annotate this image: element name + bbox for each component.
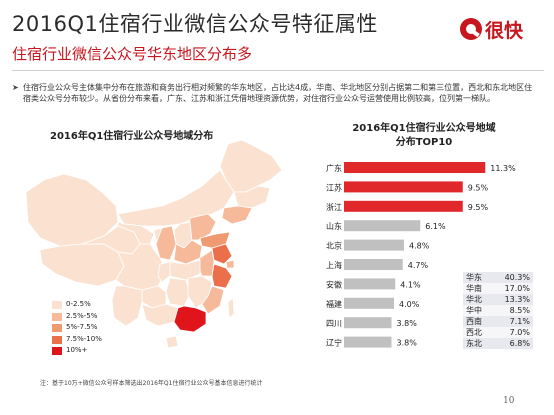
legend-swatch bbox=[52, 347, 62, 355]
page-title: 2016Q1住宿行业微信公众号特征属性 bbox=[12, 12, 378, 36]
top10-bar-chart: 广东 11.3% 江苏 9.5% 浙江 9.5% 山东 6.1% 北京 4.8% 上海 4.7% 安徽 4… bbox=[326, 162, 516, 348]
map-region-shanghai bbox=[225, 259, 235, 269]
bar-value-label: 4.7% bbox=[408, 261, 429, 270]
map-region-yunnan bbox=[111, 285, 143, 327]
region-cell: 华东 bbox=[463, 272, 492, 283]
map-region-neimenggu bbox=[117, 169, 235, 227]
value-cell: 7.1% bbox=[491, 316, 533, 327]
table-row: 东北 6.8% bbox=[463, 338, 533, 349]
region-cell: 西南 bbox=[463, 316, 492, 327]
bar bbox=[344, 317, 392, 329]
map-region-liaoning bbox=[221, 205, 253, 225]
page-subtitle: 住宿行业微信公众号华东地区分布多 bbox=[12, 45, 253, 63]
map-region-fujian bbox=[201, 285, 225, 315]
value-cell: 6.8% bbox=[491, 338, 533, 349]
table-row: 华中 8.5% bbox=[463, 305, 533, 316]
bar-value-label: 4.8% bbox=[409, 242, 430, 251]
legend-swatch bbox=[52, 312, 62, 321]
bar-category-label: 广东 bbox=[326, 163, 342, 173]
map-region-hainan bbox=[165, 335, 179, 349]
map-region-zhejiang bbox=[211, 263, 233, 289]
table-row: 华东 40.3% bbox=[463, 272, 533, 283]
map-region-xizang bbox=[39, 243, 125, 287]
value-cell: 40.3% bbox=[491, 272, 533, 283]
page-number: 10 bbox=[503, 396, 515, 406]
map-title: 2016年Q1住宿行业公众号地域分布 bbox=[50, 131, 214, 142]
bar-category-label: 福建 bbox=[326, 299, 342, 309]
region-cell: 东北 bbox=[463, 338, 492, 349]
map-region-chongqing bbox=[157, 261, 171, 283]
map-region-shaanxi bbox=[155, 225, 177, 261]
table-row: 华南 17.0% bbox=[463, 283, 533, 294]
region-cell: 华中 bbox=[463, 305, 492, 316]
bar-category-label: 北京 bbox=[326, 241, 342, 251]
map-region-taiwan bbox=[227, 297, 235, 319]
bar-chart-title: 2016年Q1住宿行业公众号地域分布TOP10 bbox=[352, 123, 496, 148]
bar bbox=[344, 200, 463, 212]
bar-category-label: 上海 bbox=[326, 260, 342, 270]
bar-value-label: 9.5% bbox=[468, 183, 489, 192]
value-cell: 7.0% bbox=[491, 327, 533, 338]
map-region-guangdong bbox=[173, 305, 207, 333]
bar-value-label: 4.1% bbox=[400, 280, 421, 289]
bar-value-label: 9.5% bbox=[468, 203, 489, 212]
legend-swatch bbox=[52, 301, 62, 309]
bar bbox=[344, 259, 403, 270]
region-cell: 华北 bbox=[463, 294, 492, 305]
bar-value-label: 11.3% bbox=[490, 164, 516, 173]
bar-category-label: 江苏 bbox=[326, 182, 342, 192]
china-map bbox=[25, 140, 283, 349]
bar-category-label: 辽宁 bbox=[326, 338, 342, 348]
table-row: 西南 7.1% bbox=[463, 316, 533, 327]
value-cell: 17.0% bbox=[491, 283, 533, 294]
bar-category-label: 安徽 bbox=[326, 279, 342, 289]
map-region-hunan bbox=[165, 277, 191, 307]
bar bbox=[344, 336, 392, 348]
region-cell: 华南 bbox=[463, 283, 492, 294]
table-row: 西北 7.0% bbox=[463, 327, 533, 338]
bar bbox=[344, 220, 421, 232]
description: ➤ 住宿行业公众号主体集中分布在旅游和商务出行相对频繁的华东地区，占比达4成，华… bbox=[12, 82, 537, 104]
bar-category-label: 浙江 bbox=[326, 202, 342, 212]
map-region-guangxi bbox=[141, 303, 179, 327]
value-cell: 13.3% bbox=[491, 294, 533, 305]
map-region-henan bbox=[173, 239, 203, 265]
bar bbox=[344, 297, 394, 309]
bar bbox=[344, 162, 486, 173]
bar-category-label: 山东 bbox=[326, 221, 342, 231]
brand-logo: 很快 bbox=[459, 14, 543, 44]
bar bbox=[344, 239, 404, 251]
map-region-xinjiang bbox=[25, 173, 119, 247]
logo-text: 很快 bbox=[485, 20, 524, 42]
legend-label: 2.5%-5% bbox=[66, 311, 98, 320]
legend-swatch bbox=[52, 335, 62, 344]
map-region-heilongjiang bbox=[219, 140, 283, 193]
legend-label: 7.5%-10% bbox=[66, 334, 102, 343]
bar-value-label: 3.8% bbox=[397, 319, 418, 328]
bullet-arrow-icon: ➤ bbox=[12, 83, 19, 92]
header-divider bbox=[12, 70, 544, 71]
legend-label: 0-2.5% bbox=[66, 300, 91, 308]
footnote: 注：基于10万+微信公众号样本筛选出2016年Q1住宿行业公众号基本信息进行统计 bbox=[40, 380, 263, 387]
logo-icon bbox=[460, 18, 482, 40]
region-cell: 西北 bbox=[463, 327, 492, 338]
value-cell: 8.5% bbox=[491, 305, 533, 316]
bar bbox=[344, 181, 463, 193]
bar-category-label: 四川 bbox=[326, 319, 342, 328]
bar bbox=[344, 278, 396, 290]
bar-value-label: 4.0% bbox=[399, 300, 420, 309]
legend-label: 10%+ bbox=[66, 346, 88, 354]
legend-label: 5%-7.5% bbox=[66, 323, 98, 331]
legend-swatch bbox=[52, 324, 62, 332]
bar-value-label: 3.8% bbox=[397, 339, 418, 348]
region-share-table: 华东 40.3% 华南 17.0% 华北 13.3% 华中 8.5% 西南 7.1% 西北… bbox=[463, 272, 533, 349]
description-text: 住宿行业公众号主体集中分布在旅游和商务出行相对频繁的华东地区，占比达4成，华南、… bbox=[23, 83, 533, 103]
bar-value-label: 6.1% bbox=[425, 222, 446, 231]
table-row: 华北 13.3% bbox=[463, 294, 533, 305]
